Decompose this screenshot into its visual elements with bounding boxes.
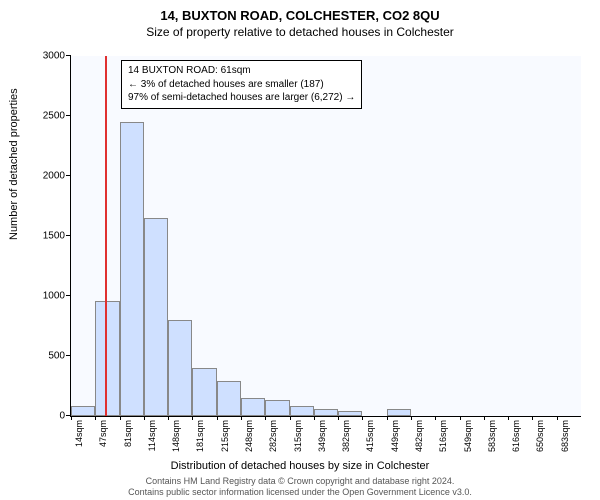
x-tick-label: 549sqm	[463, 420, 473, 452]
y-tick-label: 500	[48, 351, 65, 362]
histogram-bar	[217, 381, 241, 416]
x-tick-label: 349sqm	[317, 420, 327, 452]
chart-footer: Contains HM Land Registry data © Crown c…	[0, 476, 600, 499]
x-tick-label: 583sqm	[487, 420, 497, 452]
histogram-bar	[71, 406, 95, 416]
x-tick-mark	[71, 416, 72, 420]
histogram-bar	[338, 411, 362, 416]
x-tick-label: 449sqm	[390, 420, 400, 452]
x-tick-mark	[314, 416, 315, 420]
x-tick-mark	[387, 416, 388, 420]
y-tick-mark	[66, 235, 71, 236]
y-tick-label: 2500	[43, 111, 65, 122]
histogram-bar	[120, 122, 144, 416]
y-tick-label: 1500	[43, 231, 65, 242]
annotation-box: 14 BUXTON ROAD: 61sqm← 3% of detached ho…	[121, 60, 362, 109]
x-tick-mark	[338, 416, 339, 420]
chart-subtitle: Size of property relative to detached ho…	[0, 23, 600, 39]
x-tick-label: 683sqm	[560, 420, 570, 452]
chart-plot-area: 05001000150020002500300014sqm47sqm81sqm1…	[70, 56, 581, 417]
histogram-bar	[265, 400, 289, 416]
x-tick-label: 114sqm	[147, 420, 157, 451]
footer-line-2: Contains public sector information licen…	[0, 487, 600, 498]
x-tick-label: 382sqm	[341, 420, 351, 452]
x-tick-label: 516sqm	[438, 420, 448, 452]
histogram-bar	[387, 409, 411, 416]
x-tick-label: 215sqm	[220, 420, 230, 452]
x-tick-label: 248sqm	[244, 420, 254, 452]
x-tick-mark	[411, 416, 412, 420]
histogram-bar	[192, 368, 216, 416]
x-tick-mark	[95, 416, 96, 420]
y-tick-label: 0	[59, 411, 65, 422]
x-tick-label: 650sqm	[535, 420, 545, 452]
x-tick-label: 415sqm	[365, 420, 375, 452]
x-tick-mark	[460, 416, 461, 420]
x-tick-mark	[168, 416, 169, 420]
x-tick-label: 181sqm	[195, 420, 205, 452]
annotation-line-3: 97% of semi-detached houses are larger (…	[128, 91, 355, 105]
x-tick-mark	[290, 416, 291, 420]
x-tick-label: 282sqm	[268, 420, 278, 452]
y-tick-mark	[66, 295, 71, 296]
x-tick-label: 81sqm	[123, 420, 133, 447]
x-tick-mark	[508, 416, 509, 420]
footer-line-1: Contains HM Land Registry data © Crown c…	[0, 476, 600, 487]
x-tick-label: 14sqm	[74, 420, 84, 447]
histogram-bar	[144, 218, 168, 416]
y-tick-mark	[66, 175, 71, 176]
annotation-line-1: 14 BUXTON ROAD: 61sqm	[128, 64, 355, 78]
x-tick-mark	[532, 416, 533, 420]
x-tick-mark	[120, 416, 121, 420]
y-tick-mark	[66, 115, 71, 116]
x-tick-label: 148sqm	[171, 420, 181, 452]
x-tick-mark	[144, 416, 145, 420]
property-marker-line	[105, 56, 107, 416]
x-tick-mark	[557, 416, 558, 420]
x-tick-label: 47sqm	[98, 420, 108, 447]
x-tick-mark	[241, 416, 242, 420]
x-tick-label: 315sqm	[293, 420, 303, 452]
x-tick-mark	[265, 416, 266, 420]
y-tick-label: 1000	[43, 291, 65, 302]
y-tick-mark	[66, 55, 71, 56]
x-tick-label: 616sqm	[511, 420, 521, 452]
x-tick-mark	[192, 416, 193, 420]
y-tick-label: 3000	[43, 51, 65, 62]
histogram-bar	[168, 320, 192, 416]
chart-title: 14, BUXTON ROAD, COLCHESTER, CO2 8QU	[0, 0, 600, 23]
histogram-bar	[290, 406, 314, 416]
histogram-bar	[241, 398, 265, 416]
x-tick-mark	[362, 416, 363, 420]
annotation-line-2: ← 3% of detached houses are smaller (187…	[128, 78, 355, 92]
y-axis-label: Number of detached properties	[8, 88, 20, 240]
y-tick-mark	[66, 355, 71, 356]
histogram-bar	[314, 409, 338, 416]
y-tick-label: 2000	[43, 171, 65, 182]
x-tick-mark	[435, 416, 436, 420]
x-tick-label: 482sqm	[414, 420, 424, 452]
x-axis-label: Distribution of detached houses by size …	[0, 460, 600, 472]
x-tick-mark	[484, 416, 485, 420]
x-tick-mark	[217, 416, 218, 420]
